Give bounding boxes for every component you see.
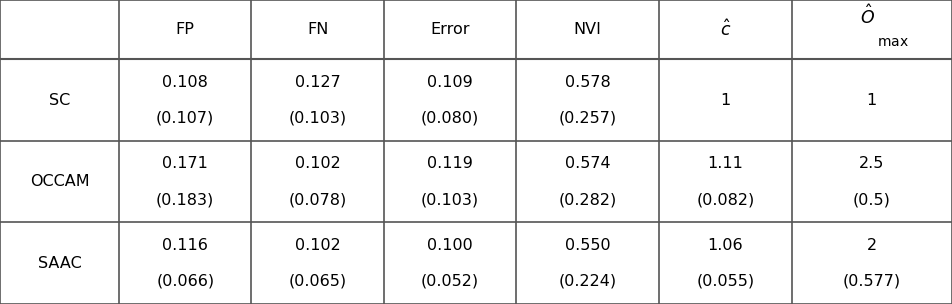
Text: SAAC: SAAC: [38, 256, 81, 271]
Text: 1.11: 1.11: [707, 156, 744, 171]
Text: SC: SC: [49, 93, 70, 108]
Text: 0.102: 0.102: [295, 156, 341, 171]
Text: 1: 1: [721, 93, 730, 108]
Text: (0.078): (0.078): [288, 192, 347, 207]
Text: FN: FN: [307, 22, 328, 37]
Text: Error: Error: [430, 22, 470, 37]
Text: 0.574: 0.574: [565, 156, 610, 171]
Text: $\hat{O}$: $\hat{O}$: [860, 4, 875, 28]
Text: (0.224): (0.224): [559, 274, 617, 289]
Text: 0.578: 0.578: [565, 75, 610, 90]
Text: 0.100: 0.100: [427, 238, 473, 253]
Text: 0.116: 0.116: [162, 238, 208, 253]
Text: (0.577): (0.577): [843, 274, 901, 289]
Text: 1: 1: [866, 93, 877, 108]
Text: $\mathrm{max}$: $\mathrm{max}$: [877, 35, 908, 49]
Text: (0.082): (0.082): [696, 192, 755, 207]
Text: 0.119: 0.119: [427, 156, 473, 171]
Text: 0.127: 0.127: [295, 75, 341, 90]
Text: 0.171: 0.171: [162, 156, 208, 171]
Text: (0.066): (0.066): [156, 274, 214, 289]
Text: OCCAM: OCCAM: [30, 174, 89, 189]
Text: 0.108: 0.108: [162, 75, 208, 90]
Text: (0.282): (0.282): [559, 192, 617, 207]
Text: (0.103): (0.103): [421, 192, 479, 207]
Text: (0.103): (0.103): [288, 111, 347, 126]
Text: 1.06: 1.06: [707, 238, 744, 253]
Text: (0.5): (0.5): [853, 192, 891, 207]
Text: 2.5: 2.5: [859, 156, 884, 171]
Text: (0.183): (0.183): [156, 192, 214, 207]
Text: (0.107): (0.107): [156, 111, 214, 126]
Text: (0.065): (0.065): [288, 274, 347, 289]
Text: 2: 2: [866, 238, 877, 253]
Text: 0.109: 0.109: [427, 75, 473, 90]
Text: NVI: NVI: [574, 22, 602, 37]
Text: $\hat{c}$: $\hat{c}$: [720, 19, 731, 40]
Text: (0.080): (0.080): [421, 111, 479, 126]
Text: (0.052): (0.052): [421, 274, 479, 289]
Text: FP: FP: [176, 22, 194, 37]
Text: (0.257): (0.257): [559, 111, 617, 126]
Text: 0.102: 0.102: [295, 238, 341, 253]
Text: (0.055): (0.055): [696, 274, 754, 289]
Text: 0.550: 0.550: [565, 238, 610, 253]
